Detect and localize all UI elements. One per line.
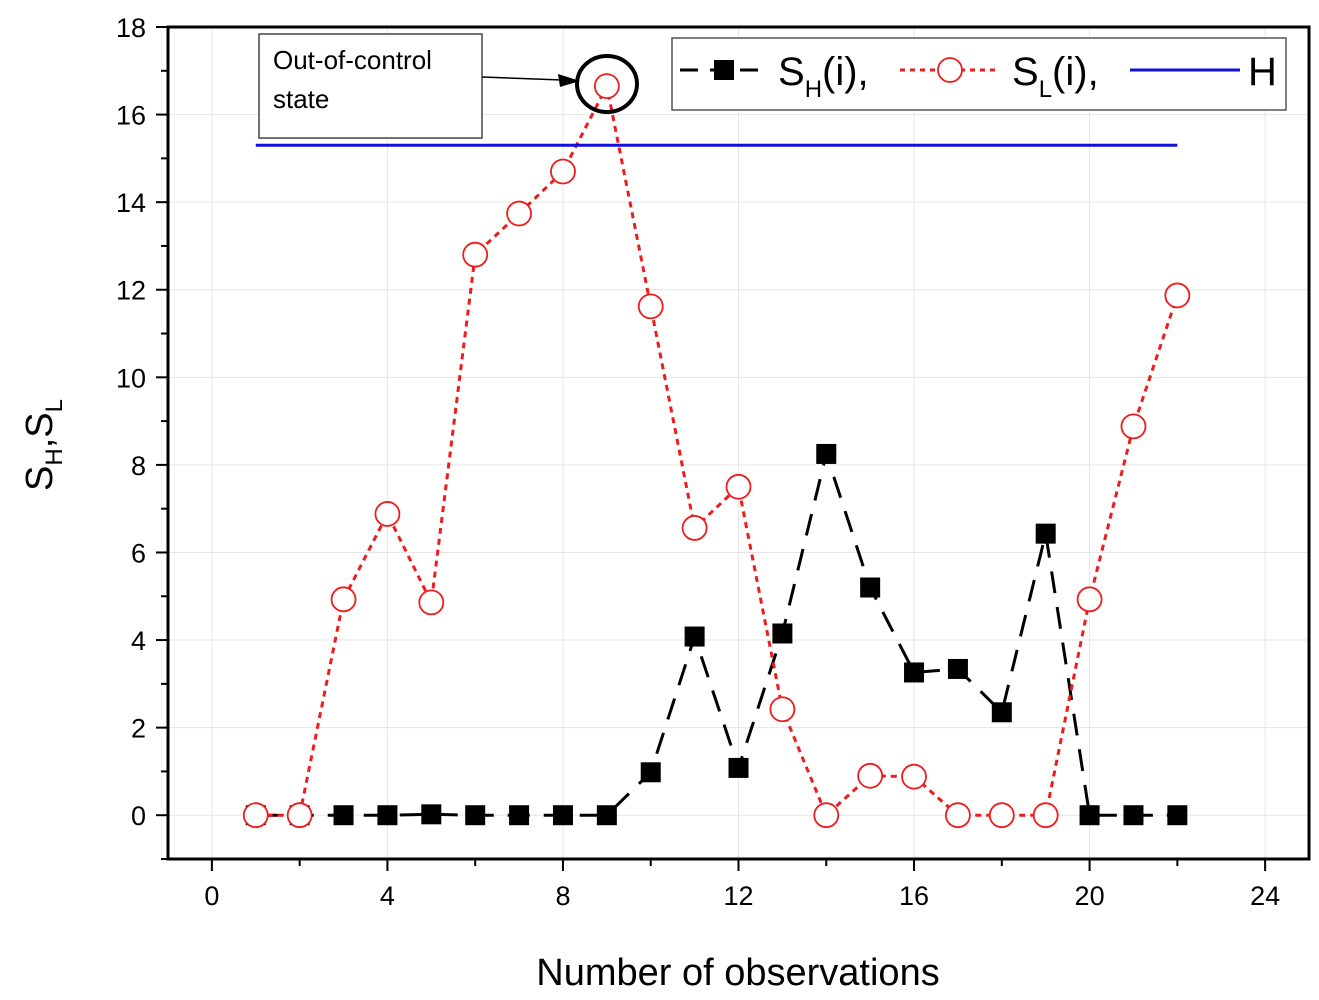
series-line-1 — [255, 81, 1179, 818]
sh-data-point — [640, 762, 661, 783]
sl-data-point — [506, 200, 532, 227]
sh-data-point — [596, 805, 617, 826]
y-tick-label: 2 — [131, 714, 146, 744]
x-tick-label: 24 — [1250, 881, 1280, 911]
y-axis-label: SH,SL — [19, 399, 68, 491]
sl-data-point — [242, 802, 269, 829]
y-axis-label-sub-h: H — [41, 448, 68, 465]
series-layer — [242, 73, 1191, 829]
sl-data-point — [593, 73, 620, 100]
sl-data-point — [857, 762, 884, 789]
sl-data-point — [550, 158, 576, 185]
x-tick-label: 12 — [723, 881, 753, 911]
sh-data-point — [552, 805, 573, 826]
sl-data-point — [988, 802, 1015, 829]
y-tick-label: 18 — [116, 13, 146, 43]
legend-h-label: H — [1248, 50, 1277, 94]
legend-sl-marker — [937, 57, 963, 83]
y-axis-label-s2: ,S — [19, 412, 61, 448]
sl-data-point — [681, 515, 708, 541]
y-tick-label: 6 — [131, 538, 146, 568]
annotation-arrow-head — [558, 74, 580, 87]
x-tick-label: 0 — [204, 881, 219, 911]
annotation-line-1: Out-of-control — [273, 45, 432, 75]
sh-data-point — [465, 805, 486, 826]
sh-data-point — [1079, 805, 1100, 826]
y-tick-label: 4 — [131, 626, 146, 656]
sl-data-point — [725, 473, 752, 500]
y-tick-label: 16 — [116, 101, 146, 131]
sh-data-point — [728, 757, 749, 778]
sh-data-point — [509, 805, 530, 826]
series-line-0 — [255, 448, 1178, 817]
x-tick-label: 4 — [380, 881, 395, 911]
sl-data-point — [1032, 802, 1059, 829]
sh-data-point — [772, 623, 793, 644]
y-axis-label-sub-l: L — [41, 399, 68, 412]
annotation-box — [258, 33, 483, 139]
sl-data-point — [462, 241, 489, 268]
legend-sl-label: SL(i), — [1012, 50, 1099, 103]
y-axis-label-s1: S — [19, 466, 61, 491]
sl-data-point — [1164, 282, 1191, 309]
x-tick-label: 8 — [555, 881, 570, 911]
annotation-line-2: state — [273, 84, 329, 114]
out-of-control-annotation: Out-of-control state — [258, 33, 639, 139]
x-tick-label: 20 — [1075, 881, 1105, 911]
annotation-arrow-line — [481, 76, 563, 81]
x-axis-label: Number of observations — [536, 952, 939, 994]
sl-data-point — [769, 696, 796, 723]
grid-layer — [168, 26, 1309, 859]
sl-data-point — [1120, 413, 1147, 440]
legend: SH(i), SL(i), H — [671, 37, 1287, 111]
legend-box — [671, 37, 1287, 111]
sl-data-point — [945, 802, 971, 829]
sh-data-point — [991, 702, 1012, 723]
svg-text:SH,SL: SH,SL — [19, 399, 68, 491]
sl-data-point — [418, 589, 445, 616]
sl-data-point — [813, 802, 840, 829]
annotation-highlight-circle — [575, 54, 639, 114]
sh-data-point — [377, 805, 398, 826]
y-tick-label: 14 — [116, 188, 146, 218]
sh-data-point — [421, 804, 442, 825]
sl-data-point — [901, 763, 927, 790]
legend-sh-label: SH(i), — [778, 50, 869, 103]
sh-data-point — [816, 443, 837, 464]
sh-data-point — [904, 662, 925, 683]
sl-data-point — [1076, 586, 1103, 613]
sh-data-point — [860, 577, 881, 598]
sh-data-point — [1035, 523, 1056, 544]
sh-data-point — [1123, 805, 1144, 826]
y-tick-label: 12 — [116, 276, 146, 306]
sh-data-point — [947, 658, 968, 679]
sh-data-point — [684, 626, 705, 647]
x-tick-label: 16 — [899, 881, 929, 911]
y-tick-label: 8 — [131, 451, 146, 481]
y-tick-label: 0 — [131, 801, 146, 831]
sl-data-point — [637, 293, 664, 320]
sl-data-point — [374, 501, 401, 527]
y-tick-label: 10 — [116, 363, 146, 393]
legend-sh-marker — [714, 60, 734, 80]
sh-data-point — [1167, 805, 1188, 826]
sl-data-point — [330, 586, 357, 613]
sl-data-point — [286, 802, 313, 829]
sh-data-point — [333, 805, 354, 826]
